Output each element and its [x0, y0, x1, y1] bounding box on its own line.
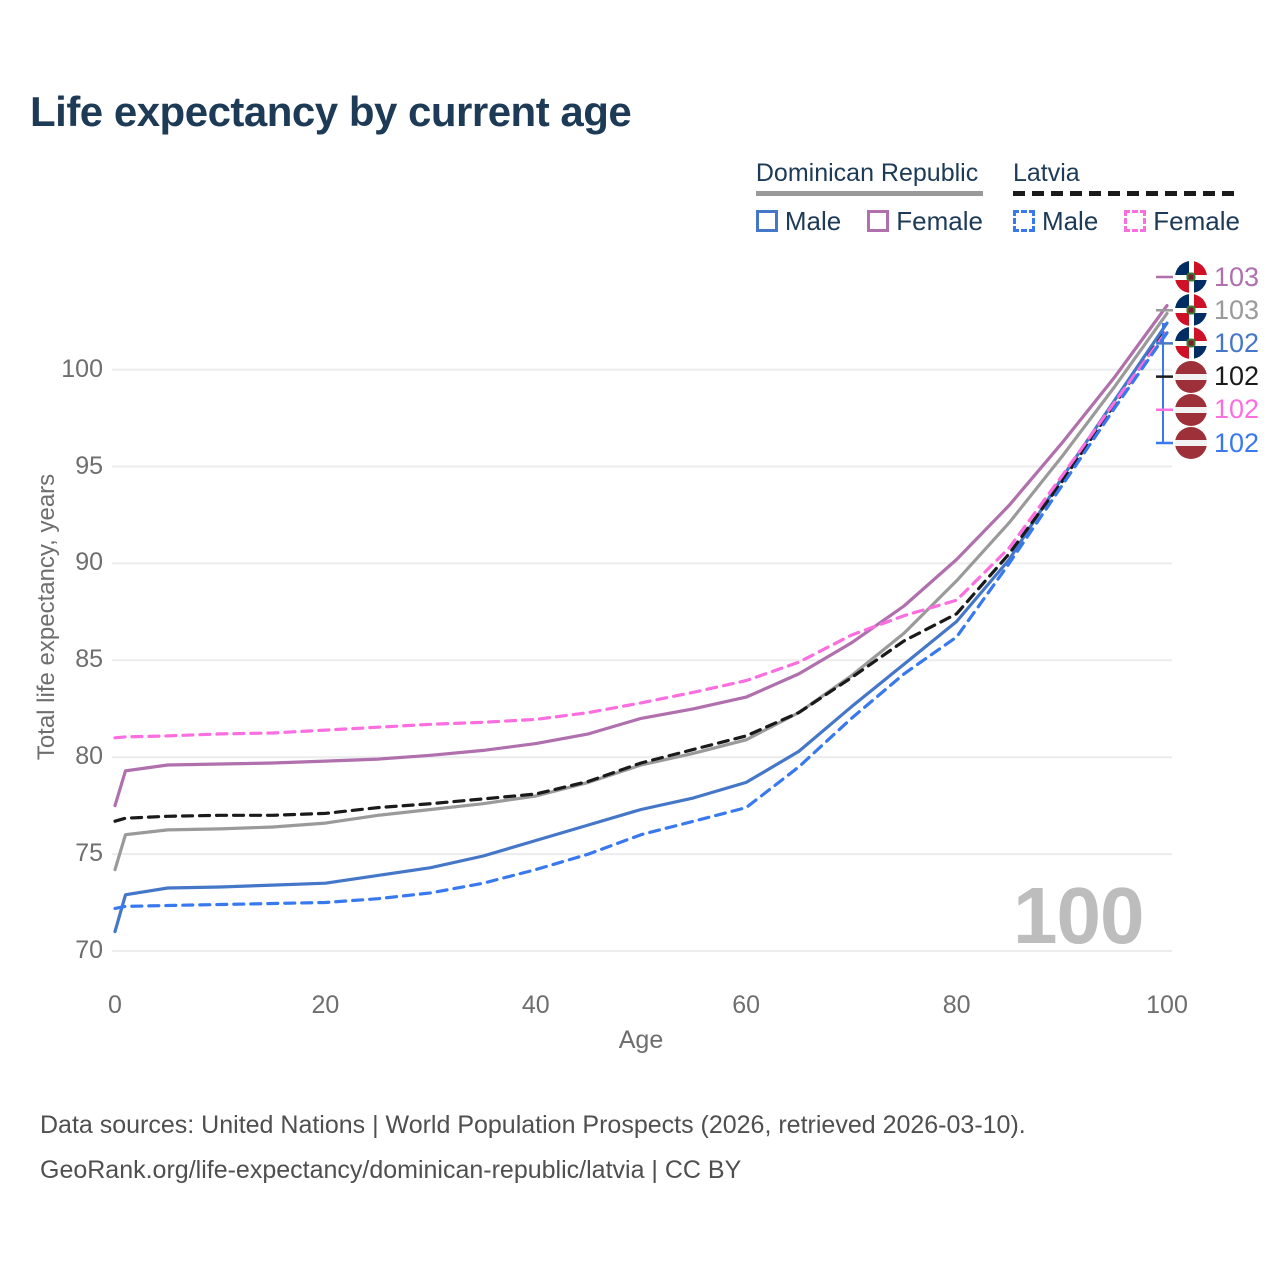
page-title: Life expectancy by current age — [30, 88, 632, 135]
endpoint-annotation-row: 102 — [1175, 427, 1259, 459]
flag-latvia-icon — [1175, 360, 1207, 393]
flag-latvia-icon — [1175, 427, 1207, 459]
legend-swatch-lv-male — [1012, 210, 1035, 232]
legend-item-label: Female — [896, 205, 983, 236]
legend-item-dr-male[interactable]: Male — [755, 205, 842, 237]
data-source-line: Data sources: United Nations | World Pop… — [40, 1111, 1026, 1139]
annotation-connector — [1162, 323, 1172, 444]
flag-dominican-republic-icon — [1175, 327, 1207, 360]
flag-dominican-republic-icon — [1175, 261, 1207, 293]
endpoint-value: 102 — [1214, 361, 1260, 392]
endpoint-value: 102 — [1214, 394, 1260, 425]
y-tick-label-80: 80 — [75, 742, 103, 771]
endpoint-value: 102 — [1214, 427, 1260, 458]
y-tick-label-90: 90 — [75, 548, 103, 577]
x-tick-label-0: 0 — [108, 991, 122, 1019]
y-tick-label-85: 85 — [75, 645, 103, 674]
y-tick-label-70: 70 — [75, 936, 103, 964]
y-tick-label-95: 95 — [75, 451, 103, 480]
legend-swatch-lv-female — [1124, 210, 1147, 232]
legend-country-label: Latvia — [1012, 159, 1080, 187]
legend-item-lv-male[interactable]: Male — [1012, 205, 1099, 237]
series-line-lv-both — [113, 327, 1169, 823]
y-tick-label-100: 100 — [61, 354, 103, 383]
legend-line-sample-dashed — [1012, 190, 1240, 196]
y-tick-label-75: 75 — [75, 839, 103, 868]
flag-latvia-icon — [1175, 393, 1207, 426]
legend-country-label: Dominican Republic — [755, 159, 979, 187]
series-line-lv-male — [113, 331, 1169, 911]
endpoint-annotation-row: 103 — [1175, 294, 1260, 327]
age-watermark: 100 — [1013, 871, 1144, 960]
endpoint-annotation-row: 102 — [1175, 360, 1260, 393]
y-axis-title: Total life expectancy, years — [33, 473, 60, 761]
endpoint-value: 103 — [1214, 261, 1260, 292]
legend-swatch-dr-female — [867, 210, 890, 232]
legend-group-latvia: Latvia Male Female — [1012, 159, 1240, 237]
x-axis-title: Age — [618, 1026, 664, 1054]
attribution-line: GeoRank.org/life-expectancy/dominican-re… — [40, 1155, 742, 1184]
legend-group-dominican-republic: Dominican Republic Male Female — [755, 159, 983, 237]
endpoint-annotation-row: 103 — [1175, 261, 1259, 293]
flag-dominican-republic-icon — [1175, 294, 1207, 327]
endpoint-value: 103 — [1214, 294, 1260, 325]
x-tick-label-80: 80 — [942, 991, 971, 1019]
series-line-dr-both — [113, 311, 1169, 872]
endpoint-value: 102 — [1214, 327, 1260, 358]
legend-line-sample-solid — [755, 190, 983, 196]
series-line-dr-male — [113, 321, 1169, 934]
endpoint-annotation-row: 102 — [1175, 327, 1260, 360]
legend-item-lv-female[interactable]: Female — [1124, 206, 1240, 237]
x-tick-label-60: 60 — [732, 991, 761, 1019]
legend-swatch-dr-male — [755, 210, 778, 232]
x-tick-label-20: 20 — [311, 991, 340, 1019]
footer: Data sources: United Nations | World Pop… — [40, 1106, 1026, 1196]
legend-item-label: Male — [1041, 205, 1099, 236]
x-tick-label-40: 40 — [521, 991, 550, 1019]
legend-item-dr-female[interactable]: Female — [867, 206, 983, 237]
endpoint-annotation-row: 102 — [1175, 393, 1260, 426]
legend-item-label: Male — [784, 205, 842, 236]
x-tick-label-100: 100 — [1146, 991, 1188, 1019]
chart-legend: Dominican Republic Male Female Latvia Ma… — [755, 159, 1240, 237]
series-line-lv-female — [113, 329, 1169, 740]
legend-item-label: Female — [1153, 205, 1240, 236]
series-line-dr-female — [113, 304, 1169, 808]
